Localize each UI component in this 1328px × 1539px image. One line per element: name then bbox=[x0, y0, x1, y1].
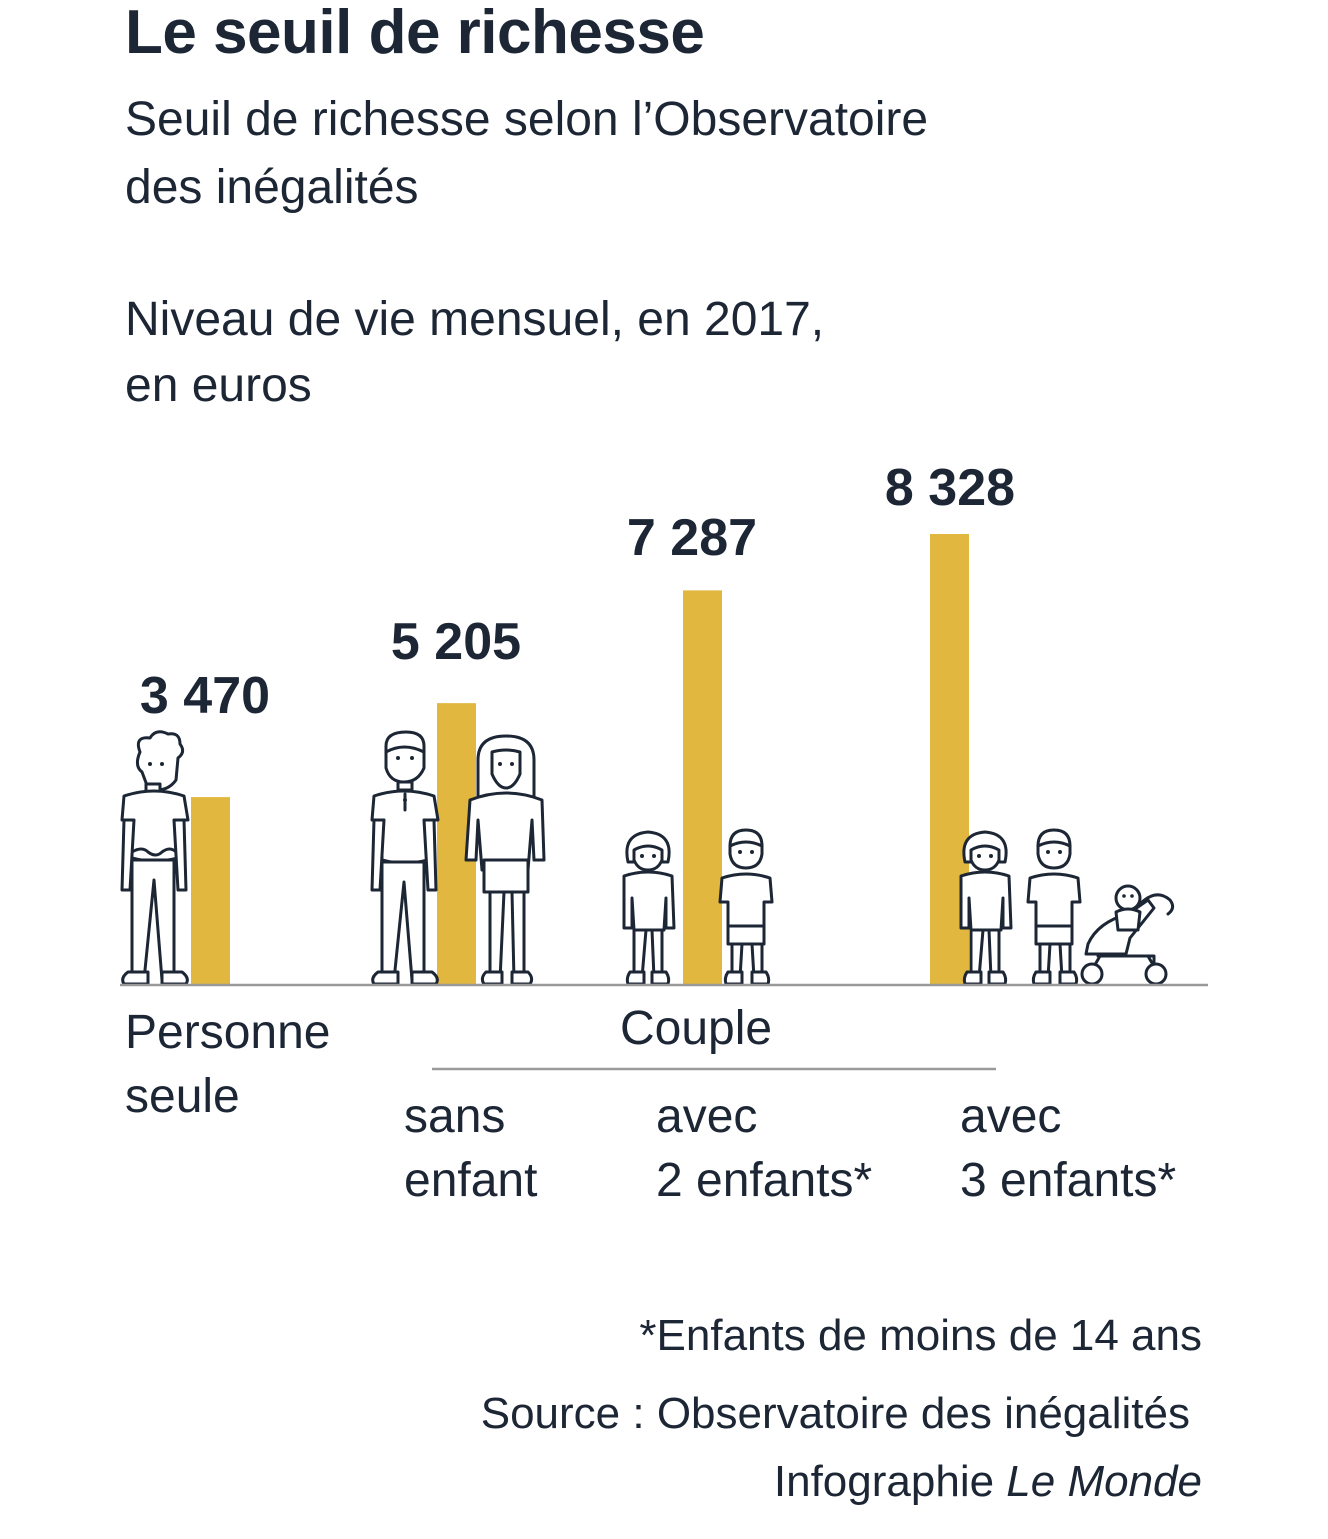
man-figure-couple bbox=[370, 730, 440, 986]
chart-title: Le seuil de richesse bbox=[125, 0, 705, 67]
category-label-no-child-line2: enfant bbox=[404, 1154, 538, 1207]
category-label-3-children-line1: avec bbox=[960, 1090, 1062, 1143]
unit-label-line1: Niveau de vie mensuel, en 2017, bbox=[125, 293, 825, 346]
credit-prefix: Infographie bbox=[773, 1457, 1007, 1506]
value-label-couple-no-child: 5 205 bbox=[390, 613, 522, 671]
boy-figure-2-children bbox=[718, 828, 774, 986]
category-label-2-children-line1: avec bbox=[656, 1090, 758, 1143]
baby-stroller-icon bbox=[1080, 884, 1175, 986]
value-label-couple-2-children: 7 287 bbox=[626, 509, 758, 567]
woman-figure-couple bbox=[464, 734, 546, 986]
unit-label-line2: en euros bbox=[125, 359, 312, 412]
boy-figure-3-children bbox=[1026, 828, 1082, 986]
girl-figure-3-children bbox=[959, 830, 1013, 986]
category-label-single-line1: Personne bbox=[125, 1006, 331, 1059]
source-line: Source : Observatoire des inégalités bbox=[480, 1389, 1190, 1438]
man-figure-single bbox=[120, 730, 190, 986]
credit-outlet: Le Monde bbox=[1006, 1457, 1202, 1506]
value-label-single: 3 470 bbox=[139, 667, 271, 725]
group-label-couple: Couple bbox=[620, 1002, 773, 1055]
footnote: *Enfants de moins de 14 ans bbox=[639, 1311, 1202, 1360]
chart-subtitle-line2: des inégalités bbox=[125, 161, 419, 214]
category-label-3-children-line2: 3 enfants* bbox=[960, 1154, 1177, 1207]
chart-subtitle-line1: Seuil de richesse selon l’Observatoire bbox=[125, 93, 929, 146]
category-label-single-line2: seule bbox=[125, 1070, 240, 1123]
value-label-couple-3-children: 8 328 bbox=[884, 459, 1016, 517]
category-label-2-children-line2: 2 enfants* bbox=[656, 1154, 873, 1207]
category-label-no-child-line1: sans bbox=[404, 1090, 506, 1143]
credit-line: Infographie Le Monde bbox=[774, 1454, 1202, 1510]
girl-figure-2-children bbox=[622, 830, 676, 986]
bars-layer bbox=[191, 534, 969, 985]
bar-single bbox=[191, 797, 230, 985]
bar-couple-2-children bbox=[683, 590, 722, 985]
